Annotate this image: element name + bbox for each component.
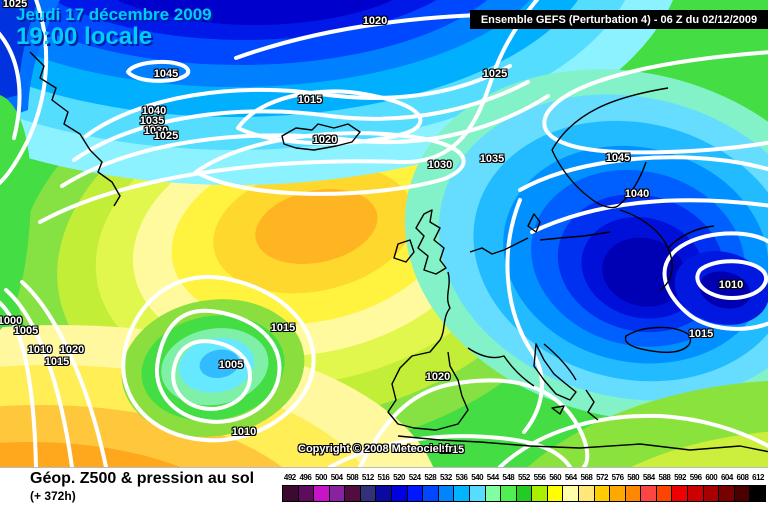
scale-color-cell xyxy=(532,486,548,501)
scale-color-cell xyxy=(360,486,377,501)
scale-color-cell xyxy=(376,486,393,501)
map-graphic xyxy=(0,0,768,467)
scale-color-cell xyxy=(610,486,626,501)
model-info-box: Ensemble GEFS (Perturbation 4) - 06 Z du… xyxy=(470,10,768,29)
isobar-lines xyxy=(0,0,768,467)
map-title: Géop. Z500 & pression au sol xyxy=(30,470,255,487)
scale-color-cell xyxy=(438,486,455,501)
scale-value: 500 xyxy=(315,473,327,482)
scale-value: 588 xyxy=(658,473,671,482)
scale-value: 532 xyxy=(439,473,452,482)
scale-value: 520 xyxy=(393,473,405,482)
scale-color-cell xyxy=(578,486,595,501)
scale-color-cell xyxy=(734,486,751,501)
scale-value: 572 xyxy=(596,473,608,482)
scale-value: 608 xyxy=(736,473,749,482)
footer-strip: Géop. Z500 & pression au sol (+ 372h) 49… xyxy=(0,467,768,512)
scale-color-cell xyxy=(454,486,470,501)
scale-value: 596 xyxy=(689,473,702,482)
time-text: 19:00 locale xyxy=(16,22,153,50)
scale-value: 524 xyxy=(408,473,421,482)
scale-color-cell xyxy=(469,486,486,501)
scale-value: 496 xyxy=(299,473,312,482)
scale-color-cell xyxy=(501,486,517,501)
scale-color-cell xyxy=(516,486,533,501)
scale-color-cell xyxy=(345,486,361,501)
scale-value: 492 xyxy=(283,473,296,482)
scale-color-cell xyxy=(625,486,642,501)
scale-value: 580 xyxy=(627,473,640,482)
scale-color-cell xyxy=(329,486,346,501)
scale-value: 576 xyxy=(611,473,624,482)
scale-value: 504 xyxy=(330,473,343,482)
scale-value: 544 xyxy=(486,473,499,482)
forecast-range: (+ 372h) xyxy=(30,489,76,503)
scale-value: 540 xyxy=(471,473,484,482)
scale-color-cell xyxy=(423,486,439,501)
scale-value: 560 xyxy=(549,473,562,482)
scale-color-cell xyxy=(594,486,611,501)
map-area: 1025 1020 1045 1025 1015 1040 1035 1030 1025 1020… xyxy=(0,0,768,467)
scale-value: 552 xyxy=(518,473,530,482)
scale-value: 592 xyxy=(674,473,686,482)
date-text: Jeudi 17 décembre 2009 xyxy=(16,5,212,24)
pressure-field xyxy=(0,0,768,467)
copyright-text: Copyright © 2008 Meteociel.fr xyxy=(298,443,453,455)
color-scale-values: 492 496 500 504 508 512 516 520 524 528 532 536 540 5… xyxy=(282,472,766,483)
scale-color-cell xyxy=(672,486,689,501)
scale-color-cell xyxy=(563,486,579,501)
scale-color-cell xyxy=(298,486,315,501)
coastlines xyxy=(29,51,768,453)
scale-color-cell xyxy=(547,486,564,501)
scale-color-cell xyxy=(314,486,330,501)
scale-value: 536 xyxy=(455,473,468,482)
scale-color-cell xyxy=(283,486,299,501)
scale-color-cell xyxy=(641,486,657,501)
scale-value: 512 xyxy=(361,473,374,482)
scale-value: 564 xyxy=(564,473,577,482)
model-info-text: Ensemble GEFS (Perturbation 4) - 06 Z du… xyxy=(480,13,758,26)
scale-color-cell xyxy=(485,486,502,501)
scale-color-cell xyxy=(407,486,424,501)
scale-color-cell xyxy=(719,486,735,501)
scale-value: 556 xyxy=(533,473,546,482)
scale-value: 516 xyxy=(377,473,390,482)
scale-value: 604 xyxy=(720,473,733,482)
color-scale: 492 496 500 504 508 512 516 520 524 528 532 536 540 5… xyxy=(282,472,766,510)
scale-value: 568 xyxy=(580,473,593,482)
scale-color-cell xyxy=(750,486,765,501)
scale-color-cell xyxy=(656,486,673,501)
scale-value: 508 xyxy=(346,473,359,482)
date-block: Jeudi 17 décembre 2009 19:00 locale xyxy=(16,6,212,49)
scale-value: 612 xyxy=(752,473,765,482)
color-scale-bar xyxy=(282,485,766,502)
scale-value: 528 xyxy=(424,473,437,482)
scale-color-cell xyxy=(392,486,408,501)
scale-color-cell xyxy=(688,486,704,501)
scale-value: 600 xyxy=(705,473,718,482)
scale-value: 548 xyxy=(502,473,515,482)
scale-value: 584 xyxy=(642,473,655,482)
scale-color-cell xyxy=(703,486,720,501)
